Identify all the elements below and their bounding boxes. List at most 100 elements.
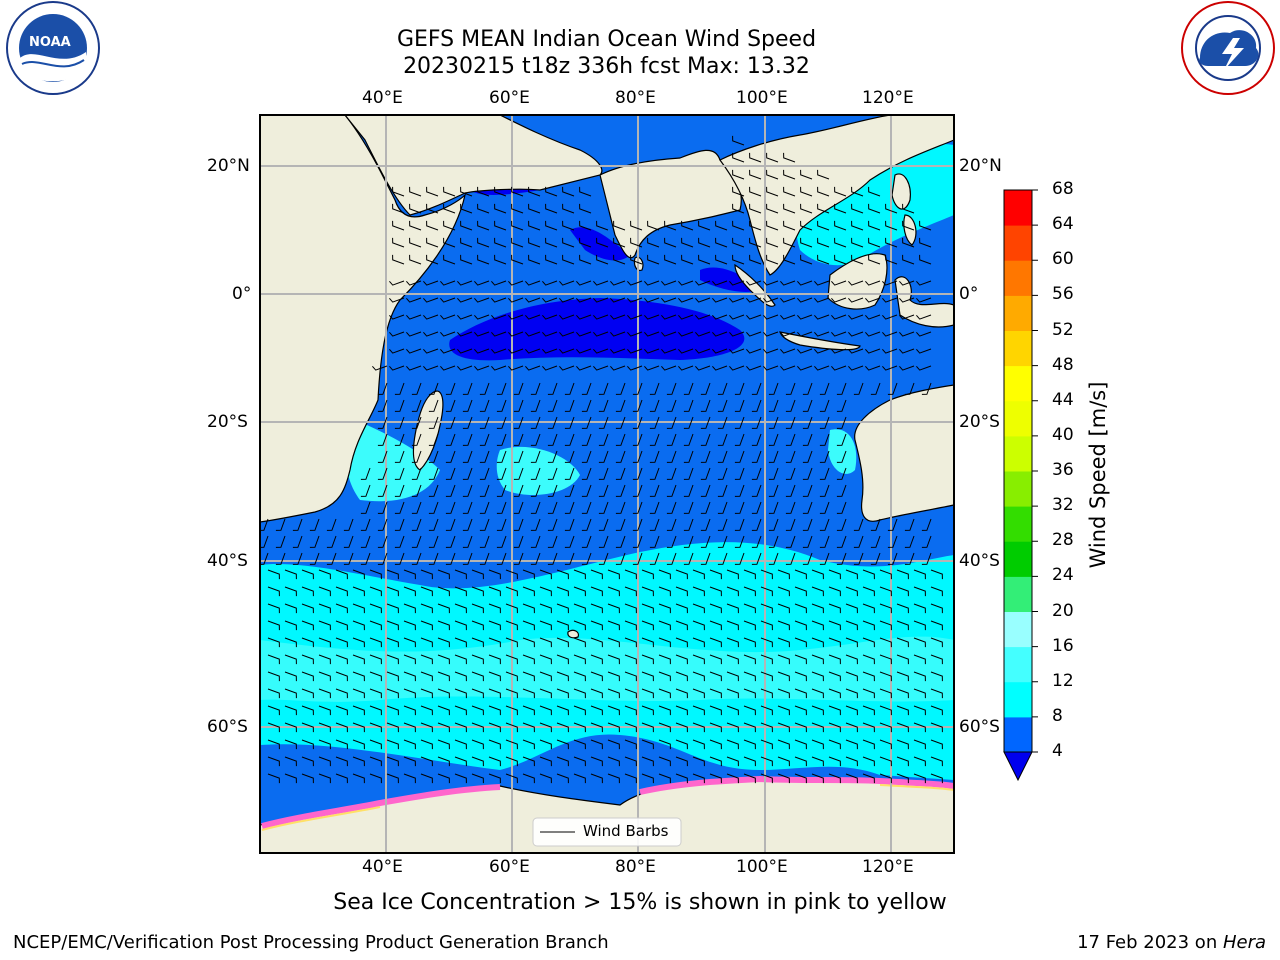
wind-barb [309,552,320,565]
wind-barb [454,739,467,750]
wind-barb [556,654,569,665]
wind-barb [426,220,439,231]
wind-barb [913,569,926,580]
wind-barb [828,688,841,699]
wind-barb [831,348,847,354]
wind-barb [559,280,575,286]
wind-barb [474,331,490,337]
wind-barb [426,203,439,214]
wind-barb [530,467,541,480]
wind-barb [624,671,637,682]
wind-barb [525,365,541,371]
wind-barb [692,756,705,767]
colorbar-segment [1004,225,1032,261]
wind-barb [879,773,892,784]
wind-barb [624,773,637,784]
wind-barb [440,280,456,286]
wind-barb [539,569,552,580]
wind-barb [836,382,847,395]
wind-barb [777,586,790,597]
wind-barb [819,535,830,548]
wind-barb [913,722,926,733]
wind-barb [896,637,909,648]
wind-barb [819,518,830,531]
wind-barb [479,484,490,497]
wind-barb [292,552,303,565]
lat-label-right-20n: 20°N [959,156,1002,176]
wind-barb [666,518,677,531]
footer-branch: NCEP/EMC/Verification Post Processing Pr… [13,932,609,953]
wind-barb [411,399,422,412]
wind-barb [743,722,756,733]
wind-barb [715,237,728,248]
wind-barb [522,586,535,597]
wind-barb [301,654,314,665]
wind-barb [581,399,592,412]
wind-barb [318,603,331,614]
wind-barb [717,484,728,497]
wind-barb [882,297,898,303]
wind-barb [632,518,643,531]
wind-barb [658,671,671,682]
wind-barb [491,365,507,371]
wind-barb [766,152,779,163]
wind-barb [471,756,484,767]
wind-barb [528,186,541,197]
wind-barb [930,722,943,733]
wind-barb [454,569,467,580]
colorbar-segment [1004,506,1032,542]
lon-label-top-120e: 120°E [862,88,914,108]
wind-barb [814,348,830,354]
wind-barb [675,603,688,614]
map-area [260,115,954,853]
colorbar-tick-label: 16 [1052,635,1074,656]
wind-barb [386,739,399,750]
wind-barb [462,416,473,429]
wind-barb [403,739,416,750]
wind-barb [460,220,473,231]
wind-barb [870,535,881,548]
wind-barb [624,586,637,597]
colorbar-tick-label: 44 [1052,389,1074,410]
wind-barb [658,654,671,665]
wind-barb [848,297,864,303]
wind-barb [564,552,575,565]
wind-barb [828,654,841,665]
wind-barb [732,135,745,146]
wind-barb [556,671,569,682]
wind-barb [406,348,422,354]
wind-barb [800,169,813,180]
wind-barb [590,603,603,614]
wind-barb [882,280,898,286]
wind-barb [783,169,796,180]
wind-barb [641,756,654,767]
wind-barb [868,186,881,197]
wind-barb [692,722,705,733]
wind-barb [579,254,592,265]
wind-barb [916,314,932,320]
wind-barb [743,773,756,784]
wind-barb [717,450,728,463]
wind-barb [360,467,371,480]
wind-barb [440,331,456,337]
wind-barb [760,654,773,665]
wind-barb [845,569,858,580]
wind-barb [666,433,677,446]
wind-barb [785,382,796,395]
wind-barb [749,254,762,265]
wind-barb [865,331,881,337]
wind-barb [474,348,490,354]
wind-barb [865,280,881,286]
wind-barb [462,399,473,412]
wind-barb [377,416,388,429]
wind-barb [632,433,643,446]
colorbar-tick-label: 52 [1052,319,1074,340]
wind-barb [318,705,331,716]
wind-barb [675,620,688,631]
wind-barb [409,186,422,197]
wind-barb [474,365,490,371]
wind-barb [547,552,558,565]
wind-barb [437,722,450,733]
wind-barb [879,620,892,631]
wind-barb [709,773,722,784]
